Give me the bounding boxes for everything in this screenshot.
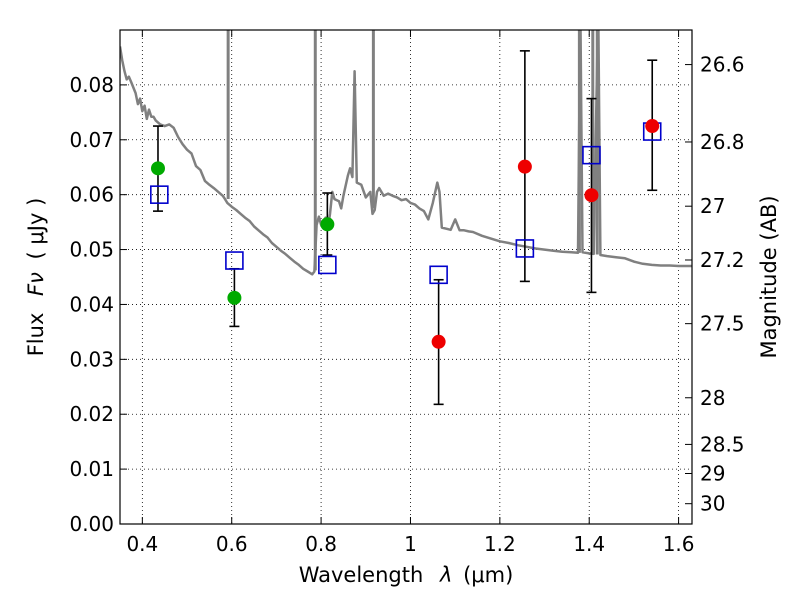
y-axis-label-unit: ( μJy ) bbox=[24, 198, 48, 260]
x-axis-label: Wavelength λ (μm) bbox=[299, 563, 514, 587]
y2-tick-label: 26.6 bbox=[700, 53, 745, 77]
model-photometry-point bbox=[515, 239, 535, 258]
y2-tick-label: 29 bbox=[700, 462, 725, 486]
y2-tick-label: 28 bbox=[700, 386, 725, 410]
x-tick-label: 0.6 bbox=[216, 532, 248, 556]
x-tick-label: 1.6 bbox=[663, 532, 695, 556]
axis-ticks: 0.4 0.6 0.8 1 1.2 1.4 1.6 0.00 0.01 0.02 0.03 0.04 0… bbox=[69, 30, 745, 556]
plot-area bbox=[120, 30, 692, 276]
y-tick-label: 0.00 bbox=[69, 512, 114, 536]
y-tick-label: 0.05 bbox=[69, 238, 114, 262]
observed-detection-point bbox=[227, 290, 242, 305]
y-axis-label: Flux Fν ( μJy ) bbox=[24, 198, 48, 357]
y-tick-label: 0.03 bbox=[69, 347, 114, 371]
y-tick-label: 0.04 bbox=[69, 292, 114, 316]
x-tick-label: 1.4 bbox=[573, 532, 605, 556]
observed-nondetection-point bbox=[517, 159, 532, 174]
observed-detection-point bbox=[150, 161, 165, 176]
y-axis-label-symbol: Fν bbox=[24, 272, 48, 296]
error-bars bbox=[150, 50, 662, 406]
model-photometry-point bbox=[318, 255, 337, 275]
y-tick-label: 0.08 bbox=[69, 73, 114, 97]
y-tick-label: 0.02 bbox=[69, 402, 114, 426]
observed-detection-point bbox=[320, 217, 335, 232]
observed-nondetection-point bbox=[645, 119, 660, 134]
x-axis-label-symbol: λ bbox=[439, 563, 452, 587]
plot-frame bbox=[119, 29, 693, 525]
y2-tick-label: 27 bbox=[700, 194, 725, 218]
model-photometry-point bbox=[582, 145, 601, 165]
y2-tick-label: 27.5 bbox=[700, 312, 745, 336]
model-photometry-point bbox=[429, 265, 448, 285]
x-tick-label: 0.8 bbox=[305, 532, 337, 556]
y-axis-label-text: Flux bbox=[24, 313, 48, 357]
y2-axis-label: Magnitude (AB) bbox=[757, 195, 781, 358]
x-tick-label: 0.4 bbox=[126, 532, 158, 556]
x-tick-label: 1 bbox=[404, 532, 417, 556]
y2-tick-label: 28.5 bbox=[700, 432, 745, 456]
x-axis-label-text: Wavelength bbox=[299, 563, 424, 587]
y2-tick-label: 30 bbox=[700, 492, 725, 516]
y-tick-label: 0.07 bbox=[69, 128, 114, 152]
x-axis-label-unit: (μm) bbox=[463, 563, 513, 587]
model-spectrum-line bbox=[120, 30, 692, 276]
model-photometry-point bbox=[225, 251, 244, 270]
y-tick-label: 0.01 bbox=[69, 457, 114, 481]
observed-nondetection-point bbox=[584, 188, 599, 203]
x-tick-label: 1.2 bbox=[484, 532, 516, 556]
model-photometry-point bbox=[150, 185, 169, 204]
y2-tick-label: 26.8 bbox=[700, 130, 745, 154]
y-tick-label: 0.06 bbox=[69, 183, 114, 207]
observed-nondetection-point bbox=[431, 334, 446, 349]
y2-tick-label: 27.2 bbox=[700, 248, 745, 272]
